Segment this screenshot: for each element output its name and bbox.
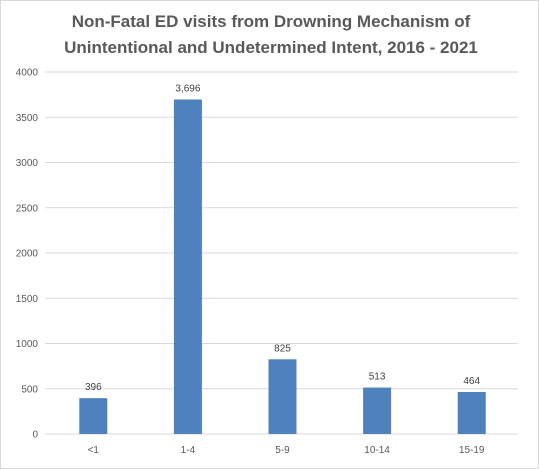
- y-tick-label: 0: [32, 430, 38, 441]
- x-tick-label: <1: [88, 445, 100, 456]
- y-tick-label: 500: [21, 384, 38, 395]
- data-labels: 396 3,696 825 513 464: [85, 84, 481, 394]
- y-tick-label: 3500: [16, 113, 39, 124]
- y-tick-label: 2000: [16, 249, 39, 260]
- bar: [363, 387, 392, 434]
- x-tick-label: 10-14: [364, 445, 390, 456]
- x-tick-label: 15-19: [459, 445, 485, 456]
- data-label: 513: [369, 372, 386, 383]
- data-label: 3,696: [175, 84, 200, 95]
- data-label: 464: [463, 376, 480, 387]
- x-tick-label: 1-4: [181, 445, 196, 456]
- y-tick-label: 1000: [16, 339, 39, 350]
- y-tick-label: 3000: [16, 158, 39, 169]
- y-tick-label: 1500: [16, 294, 39, 305]
- bar: [173, 99, 202, 435]
- bar: [457, 392, 486, 434]
- y-tick-label: 4000: [16, 68, 39, 79]
- bars: [79, 99, 486, 435]
- bar: [79, 398, 108, 434]
- y-axis-tick-labels: 0 500 1000 1500 2000 2500 3000 3500 4000: [16, 68, 39, 441]
- chart-title-line-2: Unintentional and Undetermined Intent, 2…: [64, 38, 478, 57]
- chart-title-line-1: Non-Fatal ED visits from Drowning Mechan…: [71, 12, 471, 31]
- x-axis-tick-labels: <1 1-4 5-9 10-14 15-19: [88, 445, 485, 456]
- gridlines: [45, 71, 518, 435]
- y-tick-label: 2500: [16, 203, 39, 214]
- bar: [268, 359, 297, 434]
- data-label: 396: [85, 382, 102, 393]
- x-tick-label: 5-9: [275, 445, 290, 456]
- data-label: 825: [274, 343, 291, 354]
